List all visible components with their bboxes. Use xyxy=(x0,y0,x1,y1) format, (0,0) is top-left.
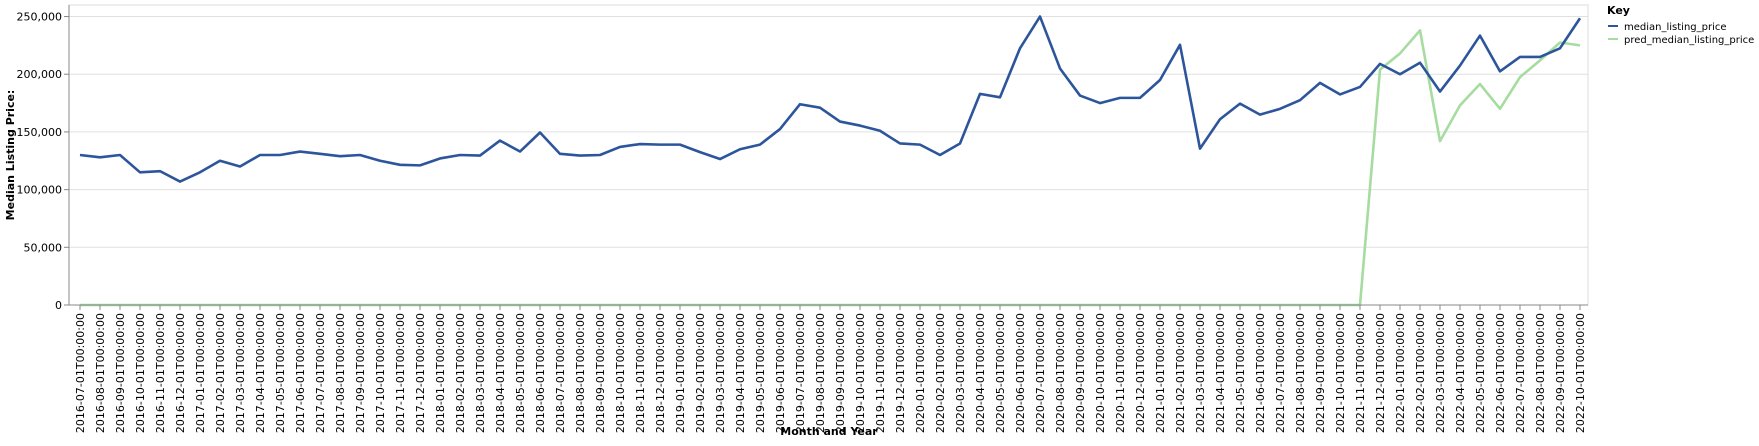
x-tick-label: 2018-09-01T00:00:00 xyxy=(594,313,607,433)
x-tick-label: 2019-05-01T00:00:00 xyxy=(754,313,767,433)
legend-label-median-listing-price: median_listing_price xyxy=(1624,22,1727,33)
x-tick-label: 2019-11-01T00:00:00 xyxy=(874,313,887,433)
x-tick-label: 2019-10-01T00:00:00 xyxy=(854,313,867,433)
x-tick-label: 2018-02-01T00:00:00 xyxy=(454,313,467,433)
x-tick-label: 2020-02-01T00:00:00 xyxy=(934,313,947,433)
x-tick-label: 2018-10-01T00:00:00 xyxy=(614,313,627,433)
x-tick-label: 2021-04-01T00:00:00 xyxy=(1214,313,1227,433)
y-axis-title: Median Listing Price: xyxy=(4,90,17,221)
x-tick-label: 2016-07-01T00:00:00 xyxy=(74,313,87,433)
legend: Key median_listing_price pred_median_lis… xyxy=(1607,4,1754,46)
x-tick-label: 2021-02-01T00:00:00 xyxy=(1174,313,1187,433)
x-tick-label: 2022-04-01T00:00:00 xyxy=(1454,313,1467,433)
x-tick-label: 2020-09-01T00:00:00 xyxy=(1074,313,1087,433)
x-tick-label: 2022-01-01T00:00:00 xyxy=(1394,313,1407,433)
y-tick-label: 50,000 xyxy=(24,241,63,254)
gridlines xyxy=(69,16,1588,248)
x-tick-label: 2022-03-01T00:00:00 xyxy=(1434,313,1447,433)
x-tick-label: 2017-02-01T00:00:00 xyxy=(214,313,227,433)
y-axis-ticks: 0 50,000 100,000 150,000 200,000 250,000 xyxy=(17,11,69,312)
x-tick-label: 2018-11-01T00:00:00 xyxy=(634,313,647,433)
series-line-median-listing-price xyxy=(79,15,1582,183)
x-tick-label: 2019-12-01T00:00:00 xyxy=(894,313,907,433)
x-tick-label: 2020-01-01T00:00:00 xyxy=(914,313,927,433)
x-tick-label: 2018-07-01T00:00:00 xyxy=(554,313,567,433)
x-tick-label: 2017-03-01T00:00:00 xyxy=(234,313,247,433)
x-axis-ticks: 2016-07-01T00:00:00 2016-08-01T00:00:00 20… xyxy=(74,305,1587,433)
x-tick-label: 2019-06-01T00:00:00 xyxy=(774,313,787,433)
x-tick-label: 2021-05-01T00:00:00 xyxy=(1234,313,1247,433)
x-tick-label: 2017-12-01T00:00:00 xyxy=(414,313,427,433)
x-tick-label: 2019-02-01T00:00:00 xyxy=(694,313,707,433)
x-tick-label: 2022-08-01T00:00:00 xyxy=(1534,313,1547,433)
x-tick-label: 2018-08-01T00:00:00 xyxy=(574,313,587,433)
x-tick-label: 2018-01-01T00:00:00 xyxy=(434,313,447,433)
x-tick-label: 2020-12-01T00:00:00 xyxy=(1134,313,1147,433)
x-tick-label: 2017-05-01T00:00:00 xyxy=(274,313,287,433)
series-lines xyxy=(79,15,1582,307)
x-tick-label: 2016-10-01T00:00:00 xyxy=(134,313,147,433)
x-tick-label: 2022-06-01T00:00:00 xyxy=(1494,313,1507,433)
x-tick-label: 2017-08-01T00:00:00 xyxy=(334,313,347,433)
x-tick-label: 2017-11-01T00:00:00 xyxy=(394,313,407,433)
x-tick-label: 2017-07-01T00:00:00 xyxy=(314,313,327,433)
x-tick-label: 2016-11-01T00:00:00 xyxy=(154,313,167,433)
x-tick-label: 2019-08-01T00:00:00 xyxy=(814,313,827,433)
legend-label-pred-median-listing-price: pred_median_listing_price xyxy=(1624,35,1754,46)
x-axis-title: Month and Year xyxy=(780,425,878,438)
y-tick-label: 0 xyxy=(55,299,62,312)
x-tick-label: 2020-03-01T00:00:00 xyxy=(954,313,967,433)
x-tick-label: 2020-05-01T00:00:00 xyxy=(994,313,1007,433)
x-tick-label: 2022-02-01T00:00:00 xyxy=(1414,313,1427,433)
x-tick-label: 2020-08-01T00:00:00 xyxy=(1054,313,1067,433)
x-tick-label: 2020-10-01T00:00:00 xyxy=(1094,313,1107,433)
x-tick-label: 2016-09-01T00:00:00 xyxy=(114,313,127,433)
x-tick-label: 2016-12-01T00:00:00 xyxy=(174,313,187,433)
x-tick-label: 2022-09-01T00:00:00 xyxy=(1554,313,1567,433)
x-tick-label: 2017-01-01T00:00:00 xyxy=(194,313,207,433)
y-tick-label: 250,000 xyxy=(17,11,63,24)
x-tick-label: 2019-01-01T00:00:00 xyxy=(674,313,687,433)
y-tick-label: 150,000 xyxy=(17,126,63,139)
x-tick-label: 2017-09-01T00:00:00 xyxy=(354,313,367,433)
x-tick-label: 2018-04-01T00:00:00 xyxy=(494,313,507,433)
x-tick-label: 2018-03-01T00:00:00 xyxy=(474,313,487,433)
x-tick-label: 2017-04-01T00:00:00 xyxy=(254,313,267,433)
legend-title: Key xyxy=(1607,4,1630,17)
x-tick-label: 2021-09-01T00:00:00 xyxy=(1314,313,1327,433)
series-line-pred-median-listing-price xyxy=(80,29,1581,307)
y-tick-label: 200,000 xyxy=(17,68,63,81)
x-tick-label: 2020-06-01T00:00:00 xyxy=(1014,313,1027,433)
x-tick-label: 2021-03-01T00:00:00 xyxy=(1194,313,1207,433)
x-tick-label: 2018-06-01T00:00:00 xyxy=(534,313,547,433)
x-tick-label: 2021-01-01T00:00:00 xyxy=(1154,313,1167,433)
x-tick-label: 2019-09-01T00:00:00 xyxy=(834,313,847,433)
x-tick-label: 2021-12-01T00:00:00 xyxy=(1374,313,1387,433)
x-tick-label: 2020-04-01T00:00:00 xyxy=(974,313,987,433)
plot-frame xyxy=(68,4,1589,306)
y-tick-label: 100,000 xyxy=(17,184,63,197)
x-tick-label: 2021-08-01T00:00:00 xyxy=(1294,313,1307,433)
x-tick-label: 2021-07-01T00:00:00 xyxy=(1274,313,1287,433)
x-tick-label: 2019-07-01T00:00:00 xyxy=(794,313,807,433)
x-tick-label: 2019-03-01T00:00:00 xyxy=(714,313,727,433)
x-tick-label: 2019-04-01T00:00:00 xyxy=(734,313,747,433)
x-tick-label: 2020-07-01T00:00:00 xyxy=(1034,313,1047,433)
x-tick-label: 2022-10-01T00:00:00 xyxy=(1574,313,1587,433)
x-tick-label: 2022-05-01T00:00:00 xyxy=(1474,313,1487,433)
axes xyxy=(68,5,1588,306)
x-tick-label: 2017-10-01T00:00:00 xyxy=(374,313,387,433)
x-tick-label: 2021-06-01T00:00:00 xyxy=(1254,313,1267,433)
x-tick-label: 2018-12-01T00:00:00 xyxy=(654,313,667,433)
x-tick-label: 2018-05-01T00:00:00 xyxy=(514,313,527,433)
x-tick-label: 2016-08-01T00:00:00 xyxy=(94,313,107,433)
x-tick-label: 2021-10-01T00:00:00 xyxy=(1334,313,1347,433)
x-tick-label: 2021-11-01T00:00:00 xyxy=(1354,313,1367,433)
x-tick-label: 2022-07-01T00:00:00 xyxy=(1514,313,1527,433)
x-tick-label: 2017-06-01T00:00:00 xyxy=(294,313,307,433)
x-tick-label: 2020-11-01T00:00:00 xyxy=(1114,313,1127,433)
